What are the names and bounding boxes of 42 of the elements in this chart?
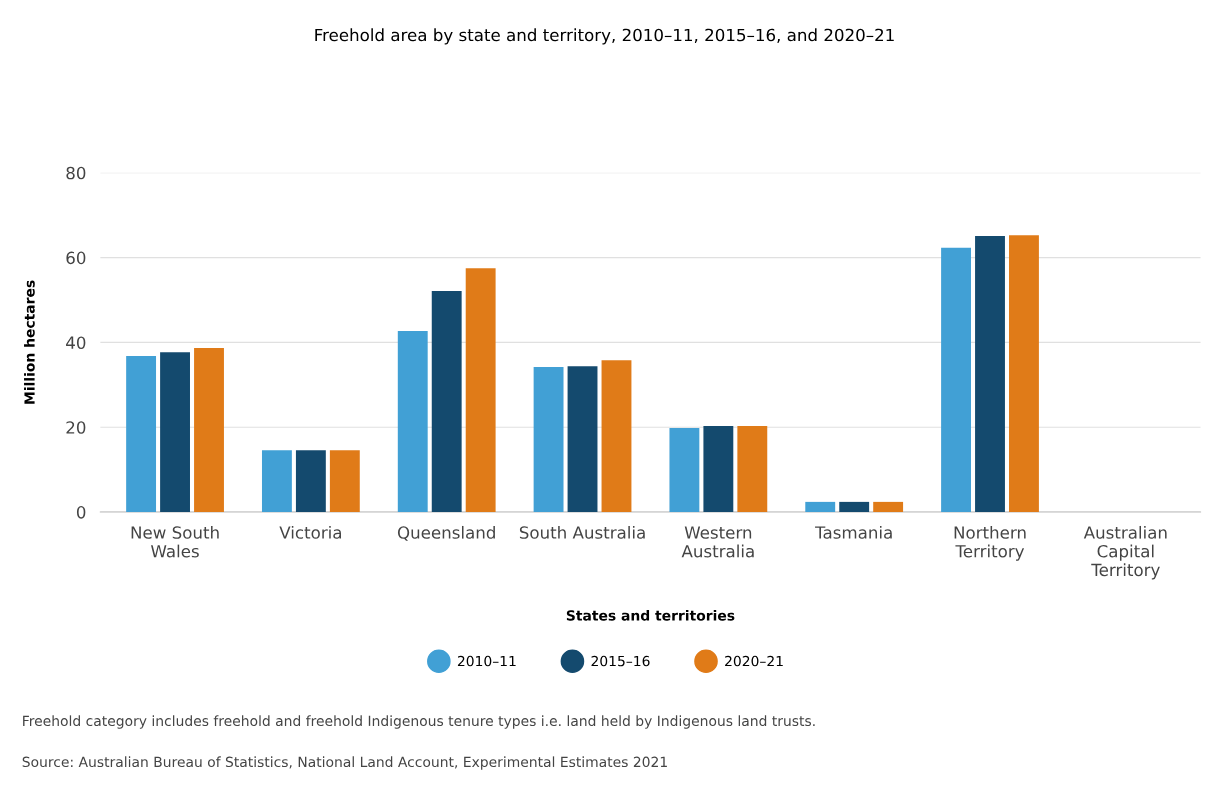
bar bbox=[669, 428, 700, 513]
bar bbox=[397, 330, 428, 513]
bar bbox=[737, 425, 768, 513]
source-note: Source: Australian Bureau of Statistics, National Land Account, Experimental Estimates 2021 bbox=[22, 756, 667, 770]
legend-label: 2020–21 bbox=[725, 655, 783, 667]
x-axis-title: States and territories bbox=[566, 609, 735, 621]
x-tick-label: Northern Territory bbox=[954, 525, 1026, 561]
bar bbox=[160, 352, 190, 513]
bar bbox=[261, 450, 292, 513]
bar bbox=[194, 347, 224, 513]
bar bbox=[329, 450, 360, 513]
y-tick-label: 20 bbox=[66, 421, 86, 434]
bar bbox=[805, 501, 836, 513]
y-axis-title: Million hectares bbox=[24, 280, 35, 404]
bar bbox=[1009, 235, 1039, 513]
x-tick-label: South Australia bbox=[519, 525, 645, 539]
x-tick-label: Tasmania bbox=[815, 525, 892, 539]
bar bbox=[126, 356, 157, 513]
x-tick-label: Victoria bbox=[279, 525, 341, 539]
y-tick-label: 0 bbox=[76, 506, 86, 519]
bar bbox=[533, 367, 564, 513]
bar bbox=[567, 366, 598, 513]
bar bbox=[941, 247, 971, 513]
bar bbox=[465, 268, 496, 513]
bar bbox=[431, 291, 462, 513]
x-tick-label: Queensland bbox=[397, 525, 495, 541]
bar bbox=[839, 501, 870, 513]
bar bbox=[975, 235, 1005, 513]
bar bbox=[873, 501, 904, 513]
y-tick-label: 40 bbox=[66, 336, 86, 349]
bar bbox=[601, 360, 632, 513]
x-tick-label: New South Wales bbox=[131, 525, 219, 558]
y-tick-label: 60 bbox=[66, 251, 86, 265]
x-tick-label: Australian Capital Territory bbox=[1083, 525, 1167, 580]
legend-label: 2010–11 bbox=[457, 655, 516, 667]
y-tick-label: 80 bbox=[66, 166, 86, 180]
legend-label: 2015–16 bbox=[591, 655, 650, 667]
bar bbox=[295, 450, 326, 513]
x-tick-label: Western Australia bbox=[681, 526, 754, 558]
bar bbox=[703, 425, 734, 513]
text: Freehold category includes freehold and freehold Indigenous tenure types i.e. land held by Indigenous land trusts. bbox=[23, 715, 815, 729]
chart-title: Freehold area by state and territory, 2010–11, 2015–16, and 2020–21 bbox=[315, 28, 894, 45]
